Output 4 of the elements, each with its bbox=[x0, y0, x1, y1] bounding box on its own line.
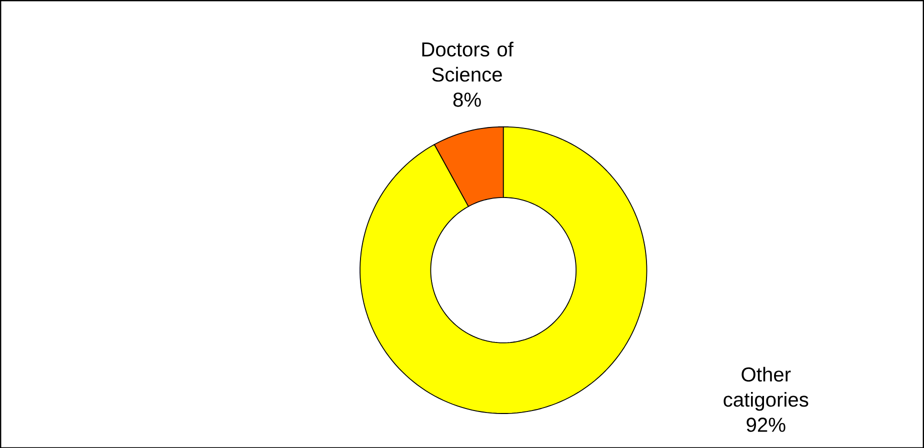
data-label: 8% bbox=[453, 92, 481, 107]
slice-label: Doctors of Science bbox=[422, 42, 514, 82]
data-label: 92% bbox=[746, 417, 786, 432]
slice-label: Other catigories bbox=[724, 366, 808, 411]
